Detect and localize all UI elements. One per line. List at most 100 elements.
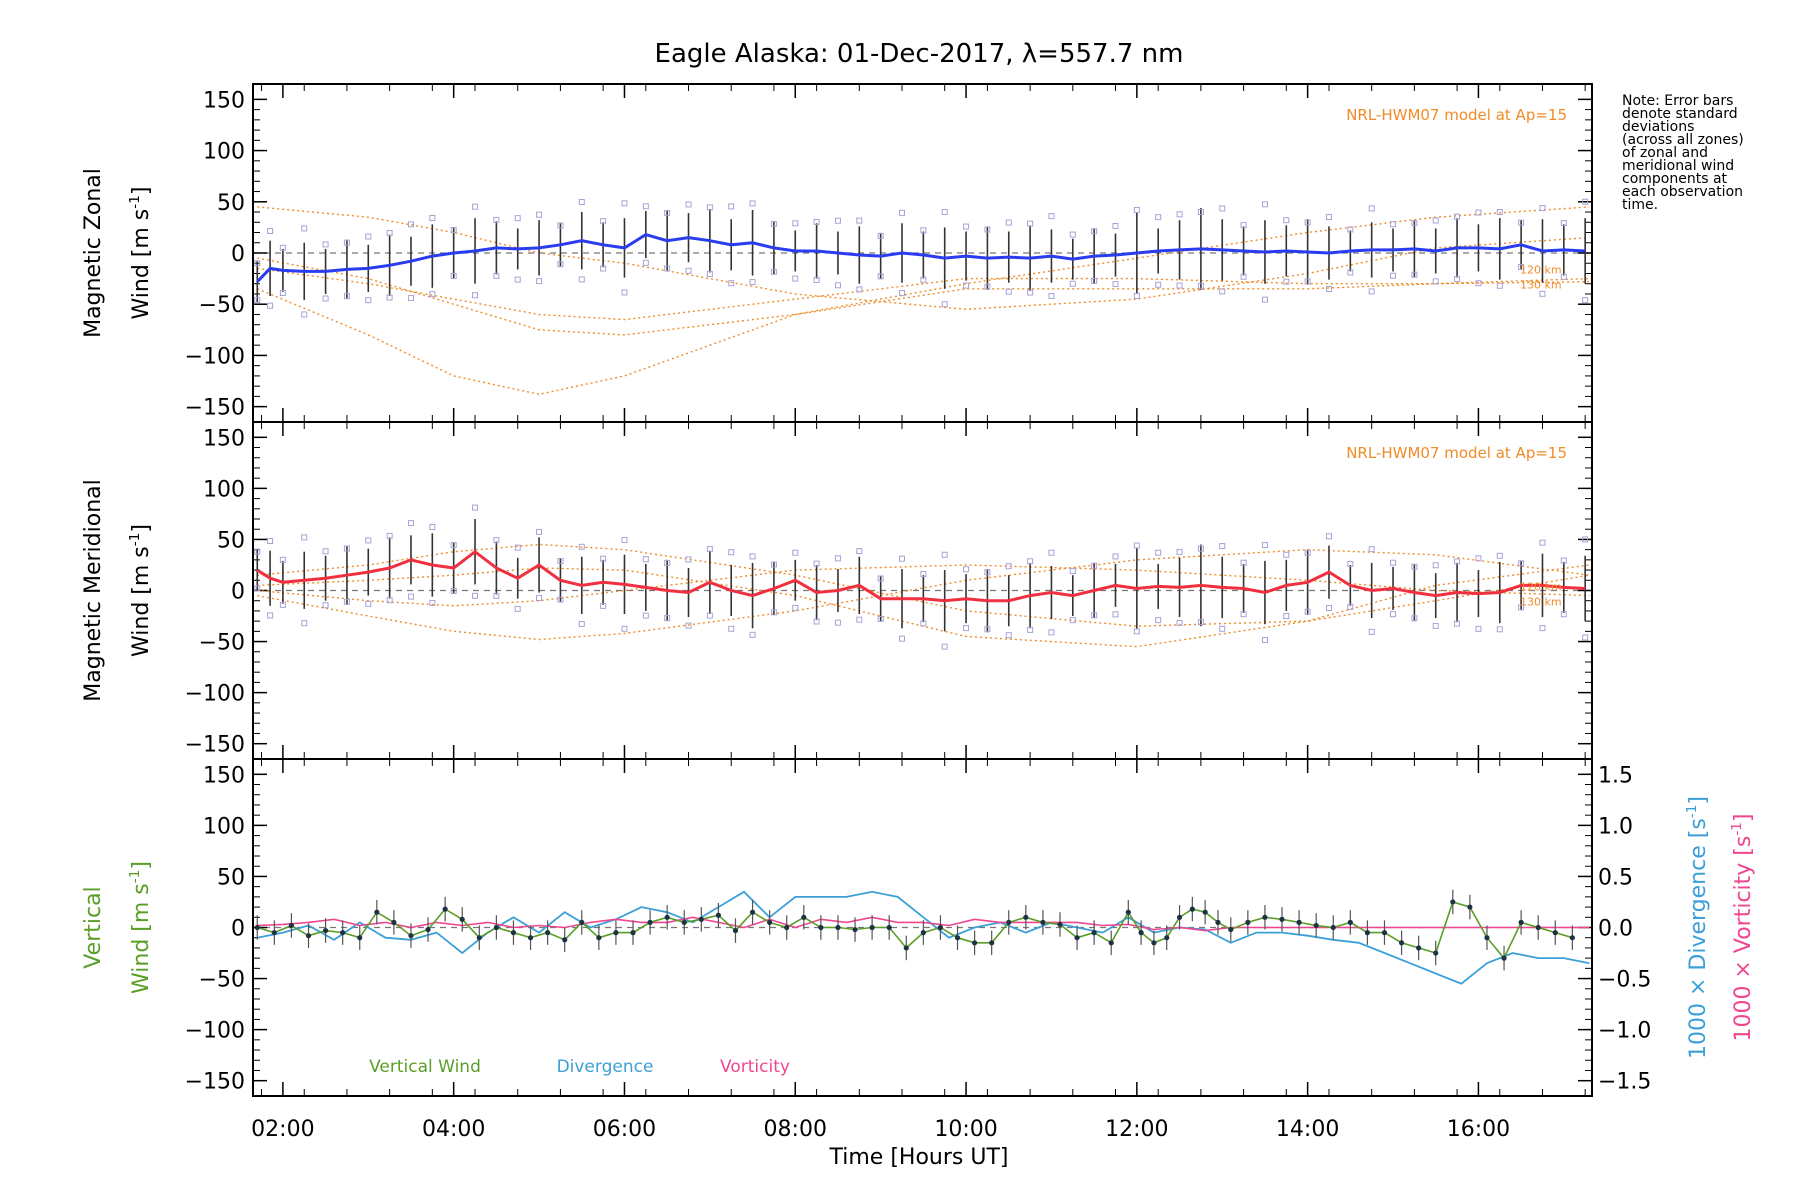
sample-marker: [1582, 536, 1589, 543]
sample-marker: [1496, 282, 1503, 289]
sample-marker: [1432, 217, 1439, 224]
y-tick-label: −50: [199, 631, 245, 656]
sample-marker: [1091, 562, 1098, 569]
sample-marker: [984, 626, 991, 633]
sample-marker: [770, 609, 777, 616]
sample-marker: [1176, 548, 1183, 555]
sample-marker: [267, 302, 274, 309]
y-tick-label: 50: [217, 191, 245, 216]
series-line-meridional: [256, 549, 1586, 603]
sample-marker: [267, 228, 274, 235]
data-point: [493, 924, 499, 931]
sample-marker: [557, 596, 564, 603]
data-point: [613, 930, 619, 936]
sample-marker: [1240, 222, 1247, 229]
altitude-label: 120 km: [1520, 263, 1562, 276]
sample-marker: [536, 595, 543, 602]
data-point: [698, 916, 704, 922]
sample-marker: [1539, 539, 1546, 546]
sample-marker: [365, 233, 372, 240]
data-point: [801, 914, 807, 920]
note-line: (across all zones): [1622, 132, 1744, 148]
data-point: [1364, 930, 1371, 936]
data-point: [835, 924, 841, 931]
sample-marker: [429, 599, 436, 606]
model-label: NRL-HWM07 model at Ap=15: [1346, 444, 1567, 462]
sample-marker: [1048, 213, 1055, 220]
sample-marker: [1176, 619, 1183, 626]
sample-marker: [877, 615, 884, 622]
sample-marker: [386, 532, 393, 539]
data-point: [288, 922, 295, 929]
sample-marker: [963, 282, 970, 289]
sample-marker: [941, 301, 948, 308]
sample-marker: [1133, 628, 1140, 635]
sample-marker: [514, 605, 521, 612]
data-point: [1552, 930, 1558, 936]
y-tick-label: −100: [185, 682, 245, 707]
sample-marker: [1091, 277, 1098, 284]
sample-marker: [1155, 549, 1162, 556]
sample-marker: [279, 601, 286, 608]
x-tick-label: 14:00: [1276, 1117, 1339, 1142]
sample-marker: [1368, 546, 1375, 553]
sample-marker: [1155, 281, 1162, 288]
sample-marker: [621, 200, 628, 207]
sample-marker: [493, 216, 500, 223]
note-line: Note: Error bars: [1622, 93, 1734, 109]
data-point: [1347, 919, 1353, 925]
note-line: each observation: [1622, 184, 1744, 200]
data-point: [937, 924, 944, 931]
sample-marker: [1582, 198, 1589, 205]
sample-marker: [899, 635, 906, 642]
data-point: [732, 927, 739, 934]
sample-marker: [1454, 276, 1461, 283]
sample-marker: [1432, 622, 1439, 629]
altitude-label: 120 km: [1520, 581, 1562, 594]
sample-marker: [472, 504, 479, 511]
sample-marker: [1560, 273, 1567, 280]
x-tick-label: 04:00: [422, 1117, 485, 1142]
sample-marker: [1518, 219, 1525, 226]
sample-marker: [267, 538, 274, 545]
sample-marker: [1112, 223, 1119, 230]
sample-marker: [621, 289, 628, 296]
right-y-tick-label: 1.0: [1598, 814, 1633, 839]
data-point: [476, 935, 482, 941]
sample-marker: [728, 625, 735, 632]
sample-marker: [343, 293, 350, 300]
sample-marker: [856, 286, 863, 293]
sample-marker: [1304, 278, 1311, 285]
sample-marker: [1005, 632, 1012, 639]
data-point: [1176, 914, 1183, 920]
note-line: time.: [1622, 197, 1659, 213]
sample-marker: [1347, 269, 1354, 276]
sample-marker: [1539, 290, 1546, 297]
data-point: [1040, 919, 1046, 925]
sample-marker: [642, 556, 649, 563]
data-point: [425, 926, 431, 933]
sample-marker: [813, 618, 820, 625]
sample-marker: [1390, 221, 1397, 228]
sample-marker: [1368, 628, 1375, 635]
sample-marker: [1155, 214, 1162, 221]
sample-marker: [1027, 626, 1034, 633]
sample-marker: [1219, 288, 1226, 295]
note-line: meridional wind: [1622, 158, 1735, 174]
sample-marker: [1582, 297, 1589, 304]
sample-marker: [301, 534, 308, 541]
data-point: [562, 937, 568, 943]
y-tick-label: −150: [185, 396, 245, 421]
data-point: [1279, 916, 1285, 922]
sample-marker: [1496, 552, 1503, 559]
data-point: [271, 930, 277, 936]
data-point: [1023, 914, 1029, 920]
sample-marker: [1176, 282, 1183, 289]
model-curve: [257, 548, 1590, 641]
sample-marker: [386, 597, 393, 604]
sample-marker: [1069, 280, 1076, 287]
y-axis-label: Vertical: [81, 886, 106, 968]
sample-marker: [578, 198, 585, 205]
data-point: [1484, 935, 1490, 941]
sample-marker: [1475, 625, 1482, 632]
